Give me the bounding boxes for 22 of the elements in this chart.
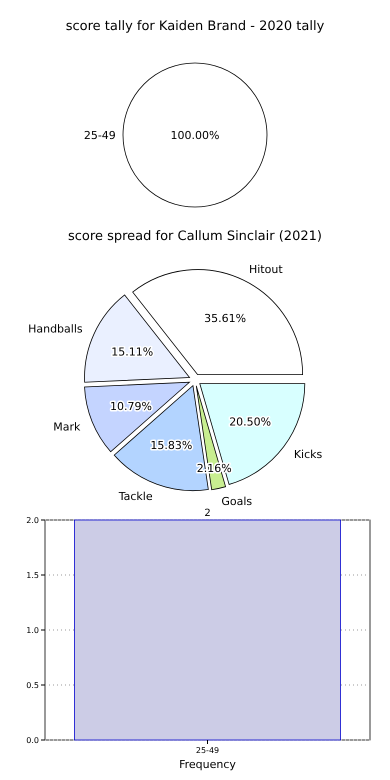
data-label: 10.79% [110,400,152,413]
x-axis-title: Frequency [179,758,236,771]
slice-label: Mark [53,420,82,434]
data-label: 2 [204,508,211,519]
y-tick-label: 1.5 [26,571,39,580]
data-label: 15.11% [111,345,154,358]
y-tick-label: 1.0 [26,626,39,635]
slice-label: Hitout [248,262,284,276]
slice-label: Goals [221,494,252,508]
slice-label: Tackle [118,490,153,504]
y-tick-label: 0.5 [26,681,39,690]
y-tick-label: 2.0 [26,516,39,525]
slice-label: Kicks [294,448,323,462]
chart-title: score spread for Callum Sinclair (2021) [68,229,322,244]
data-label: 35.61% [204,312,246,325]
data-label: 20.50% [229,415,272,428]
slice-label: 25-49 [84,129,116,142]
slice-label: Handballs [28,322,83,336]
chart-title: score tally for Kaiden Brand - 2020 tally [66,19,325,34]
data-label: 15.83% [150,438,192,452]
y-tick-label: 0.0 [26,736,39,745]
data-label: 100.00% [170,129,220,142]
